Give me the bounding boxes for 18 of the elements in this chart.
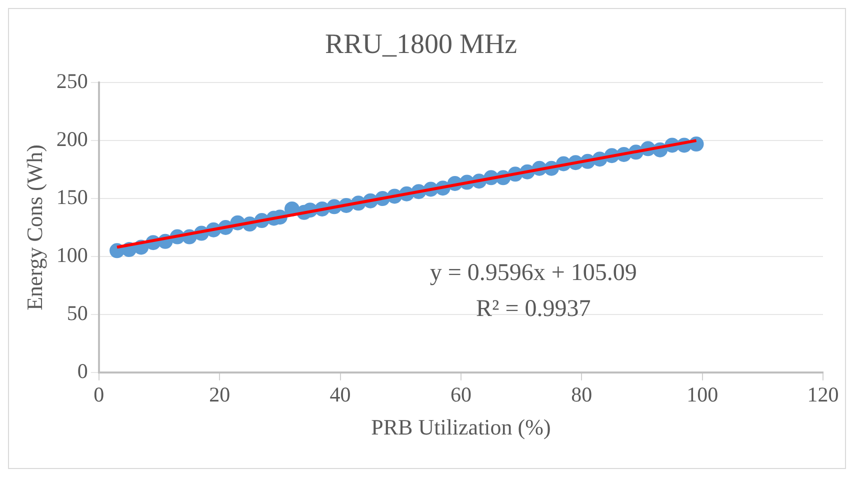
y-axis-title: Energy Cons (Wh) (22, 144, 47, 310)
y-tick-label: 200 (56, 127, 88, 152)
y-tick-label: 0 (77, 358, 88, 383)
x-tick-label: 120 (807, 382, 839, 407)
x-tick-label: 40 (330, 382, 351, 407)
chart-title: RRU_1800 MHz (324, 29, 518, 60)
y-tick-label: 100 (56, 242, 88, 267)
y-tick-label: 250 (56, 69, 88, 94)
y-tick-label: 150 (56, 185, 88, 210)
y-tick-label: 50 (66, 300, 88, 325)
annotation: y = 0.9596x + 105.09 (430, 260, 637, 286)
x-axis-title: PRB Utilization (%) (371, 414, 551, 440)
annotation: R² = 0.9937 (476, 296, 591, 322)
x-tick-label: 100 (686, 382, 718, 407)
x-tick-label: 20 (209, 382, 230, 407)
x-tick-label: 60 (450, 382, 472, 407)
x-tick-label: 0 (94, 382, 104, 407)
x-tick-label: 80 (571, 382, 592, 407)
